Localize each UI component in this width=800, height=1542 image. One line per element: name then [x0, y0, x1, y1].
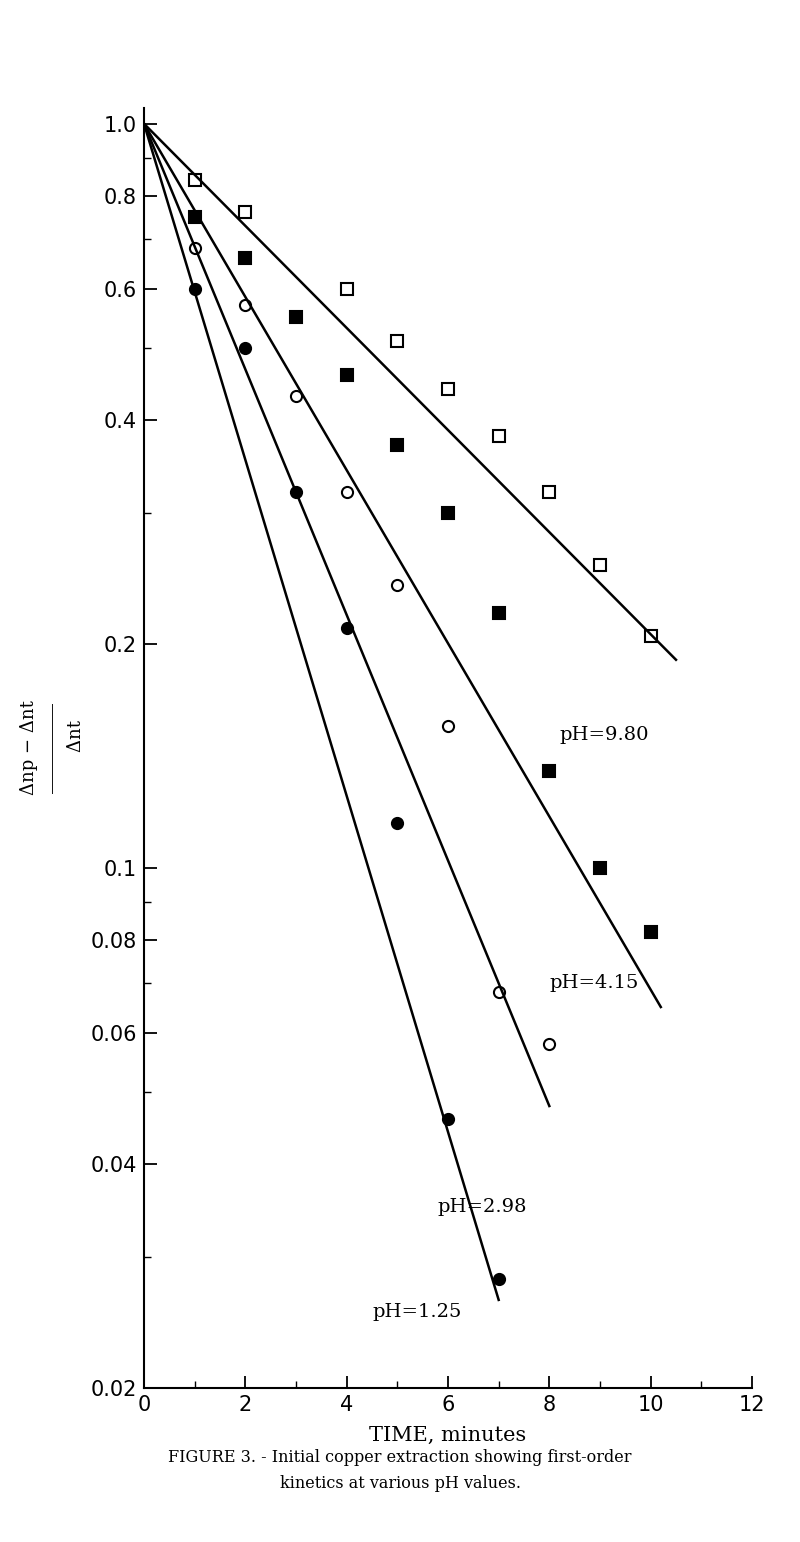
Text: pH=9.80: pH=9.80 — [559, 726, 649, 745]
X-axis label: TIME, minutes: TIME, minutes — [370, 1426, 526, 1445]
Text: pH=4.15: pH=4.15 — [550, 975, 638, 992]
Text: Δnp − Δnt
―――――
    Δnt: Δnp − Δnt ――――― Δnt — [20, 700, 86, 796]
Text: kinetics at various pH values.: kinetics at various pH values. — [279, 1474, 521, 1493]
Text: pH=2.98: pH=2.98 — [438, 1198, 527, 1217]
Text: FIGURE 3. - Initial copper extraction showing first-order: FIGURE 3. - Initial copper extraction sh… — [168, 1448, 632, 1466]
Text: pH=1.25: pH=1.25 — [372, 1303, 462, 1321]
